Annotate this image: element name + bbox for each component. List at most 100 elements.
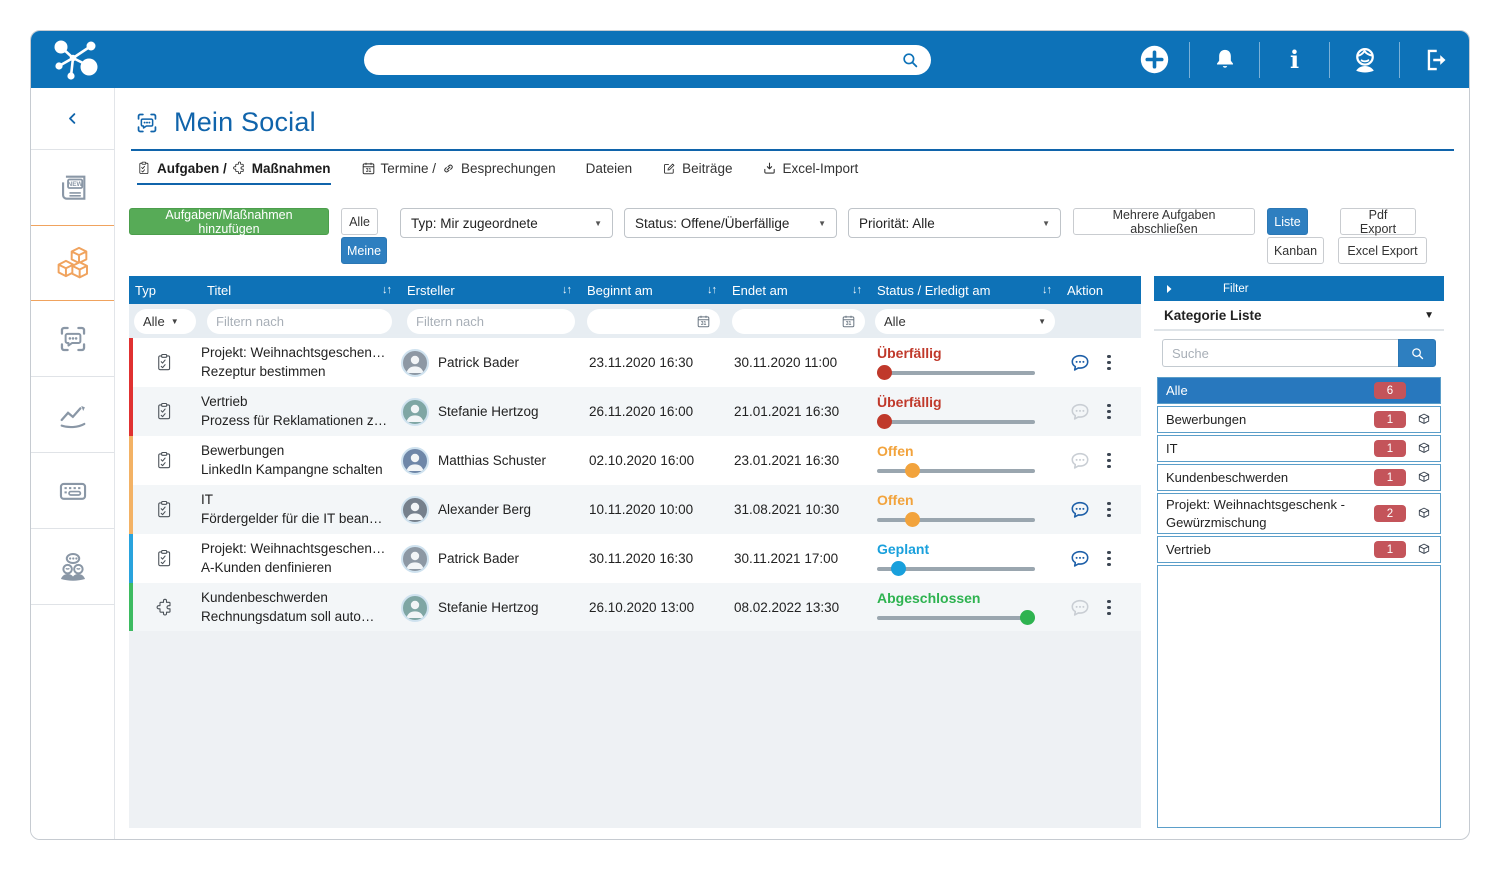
kebab-menu[interactable] [1104, 450, 1114, 472]
chat-icon[interactable] [1069, 401, 1091, 423]
task-title[interactable]: LinkedIn Kampangne schalten [201, 461, 383, 477]
kategorie-liste-dropdown[interactable]: Kategorie Liste ▼ [1154, 301, 1444, 331]
endet-date-filter[interactable] [732, 308, 865, 334]
tab-dateien[interactable]: Dateien [586, 161, 633, 183]
category-item-bewerbungen[interactable]: Bewerbungen 1 [1157, 406, 1441, 433]
table-row[interactable]: IT Fördergelder für die IT bean… Alexande… [129, 485, 1141, 534]
kebab-menu[interactable] [1104, 352, 1114, 374]
typ-filter-dropdown[interactable]: Alle ▼ [134, 308, 196, 334]
slider-knob[interactable] [890, 561, 906, 576]
progress-slider[interactable] [877, 512, 1035, 527]
table-row[interactable]: Vertrieb Prozess für Reklamationen z… Ste… [129, 387, 1141, 436]
kebab-menu[interactable] [1104, 401, 1114, 423]
kebab-menu[interactable] [1104, 548, 1114, 570]
task-title[interactable]: Rechnungsdatum soll auto… [201, 608, 375, 624]
slider-knob[interactable] [877, 365, 892, 380]
search-icon[interactable] [901, 51, 919, 69]
kebab-menu[interactable] [1104, 499, 1114, 521]
add-button[interactable] [1120, 31, 1189, 88]
task-title[interactable]: Prozess für Reklamationen z… [201, 412, 388, 428]
meine-button[interactable]: Meine [341, 237, 387, 264]
chat-icon[interactable] [1069, 548, 1091, 570]
sidebar-item-community[interactable] [31, 529, 114, 605]
progress-slider[interactable] [877, 365, 1035, 380]
global-search-input[interactable] [364, 52, 901, 68]
cube-icon[interactable] [1416, 542, 1432, 558]
app-logo-network-icon[interactable] [49, 38, 113, 82]
slider-knob[interactable] [877, 414, 892, 429]
slider-knob[interactable] [1020, 610, 1035, 625]
table-row[interactable]: Kundenbeschwerden Rechnungsdatum soll aut… [129, 583, 1141, 632]
category-item-alle[interactable]: Alle 6 [1157, 377, 1441, 404]
category-item-vertrieb[interactable]: Vertrieb 1 [1157, 536, 1441, 564]
typ-dropdown[interactable]: Typ: Mir zugeordnete ▼ [400, 208, 613, 238]
progress-slider[interactable] [877, 414, 1035, 429]
progress-slider[interactable] [877, 561, 1035, 576]
task-category[interactable]: Kundenbeschwerden [201, 589, 328, 605]
progress-slider[interactable] [877, 463, 1035, 478]
filter-panel-header[interactable]: Filter [1154, 276, 1444, 301]
sidebar-collapse-button[interactable] [31, 88, 114, 150]
category-search-button[interactable] [1398, 339, 1436, 367]
chat-icon[interactable] [1069, 597, 1091, 619]
kanban-view-button[interactable]: Kanban [1267, 237, 1324, 264]
sidebar-item-social[interactable] [31, 301, 114, 377]
category-item-kundenbeschwerden[interactable]: Kundenbeschwerden 1 [1157, 464, 1441, 491]
sidebar-item-reports[interactable] [31, 377, 114, 453]
chat-icon[interactable] [1069, 352, 1091, 374]
cube-icon[interactable] [1416, 441, 1432, 457]
task-category[interactable]: Vertrieb [201, 393, 248, 409]
sidebar-item-keyboard[interactable] [31, 453, 114, 529]
calendar-icon[interactable] [841, 314, 856, 329]
slider-knob[interactable] [904, 463, 920, 478]
slider-knob[interactable] [904, 512, 920, 527]
add-task-button[interactable]: Aufgaben/Maßnahmen hinzufügen [129, 208, 329, 236]
tab-termine-besprechungen[interactable]: Termine / Besprechungen [361, 161, 556, 183]
sort-icon[interactable]: ↓↑ [562, 284, 572, 296]
sort-icon[interactable]: ↓↑ [852, 284, 862, 296]
task-title[interactable]: A-Kunden denfinieren [201, 559, 332, 575]
task-category[interactable]: Projekt: Weihnachtsgeschen… [201, 344, 386, 360]
task-category[interactable]: IT [201, 491, 213, 507]
category-search-input[interactable] [1162, 339, 1398, 367]
pdf-export-button[interactable]: Pdf Export [1340, 208, 1416, 236]
excel-export-button[interactable]: Excel Export [1338, 237, 1427, 264]
prioritaet-dropdown[interactable]: Priorität: Alle ▼ [848, 208, 1061, 238]
notifications-button[interactable] [1190, 31, 1259, 88]
cube-icon[interactable] [1416, 470, 1432, 486]
tab-beitraege[interactable]: Beiträge [662, 161, 732, 183]
status-filter-dropdown[interactable]: Alle ▼ [875, 308, 1055, 334]
table-row[interactable]: Bewerbungen LinkedIn Kampangne schalten M… [129, 436, 1141, 485]
table-row[interactable]: Projekt: Weihnachtsgeschen… Rezeptur best… [129, 338, 1141, 387]
task-title[interactable]: Rezeptur bestimmen [201, 363, 326, 379]
sidebar-item-tasks[interactable] [31, 225, 114, 301]
chat-icon[interactable] [1069, 450, 1091, 472]
beginnt-date-filter[interactable] [587, 308, 720, 334]
progress-slider[interactable] [877, 610, 1035, 625]
sort-icon[interactable]: ↓↑ [382, 284, 392, 296]
task-category[interactable]: Projekt: Weihnachtsgeschen… [201, 540, 386, 556]
category-item-projekt-weihnachtsgeschenk[interactable]: Projekt: Weihnachtsgeschenk - Gewürzmisc… [1157, 493, 1441, 535]
status-dropdown[interactable]: Status: Offene/Überfällige ▼ [624, 208, 837, 238]
kebab-menu[interactable] [1104, 597, 1114, 619]
category-item-it[interactable]: IT 1 [1157, 435, 1441, 462]
info-button[interactable]: i [1260, 31, 1329, 88]
chat-icon[interactable] [1069, 499, 1091, 521]
tab-excel-import[interactable]: Excel-Import [762, 161, 858, 183]
profile-button[interactable] [1330, 31, 1399, 88]
ersteller-filter-input[interactable] [416, 313, 566, 329]
alle-button[interactable]: Alle [341, 208, 378, 235]
task-category[interactable]: Bewerbungen [201, 442, 285, 458]
sort-icon[interactable]: ↓↑ [707, 284, 717, 296]
titel-filter-input[interactable] [216, 313, 383, 329]
complete-multiple-button[interactable]: Mehrere Aufgaben abschließen [1073, 208, 1255, 236]
cube-icon[interactable] [1416, 506, 1432, 522]
calendar-icon[interactable] [696, 314, 711, 329]
sort-icon[interactable]: ↓↑ [1042, 284, 1052, 296]
logout-button[interactable] [1400, 31, 1469, 88]
cube-icon[interactable] [1416, 412, 1432, 428]
task-title[interactable]: Fördergelder für die IT bean… [201, 510, 383, 526]
tab-aufgaben-massnahmen[interactable]: Aufgaben / Maßnahmen [137, 161, 331, 185]
table-row[interactable]: Projekt: Weihnachtsgeschen… A-Kunden denf… [129, 534, 1141, 583]
liste-view-button[interactable]: Liste [1267, 208, 1308, 235]
